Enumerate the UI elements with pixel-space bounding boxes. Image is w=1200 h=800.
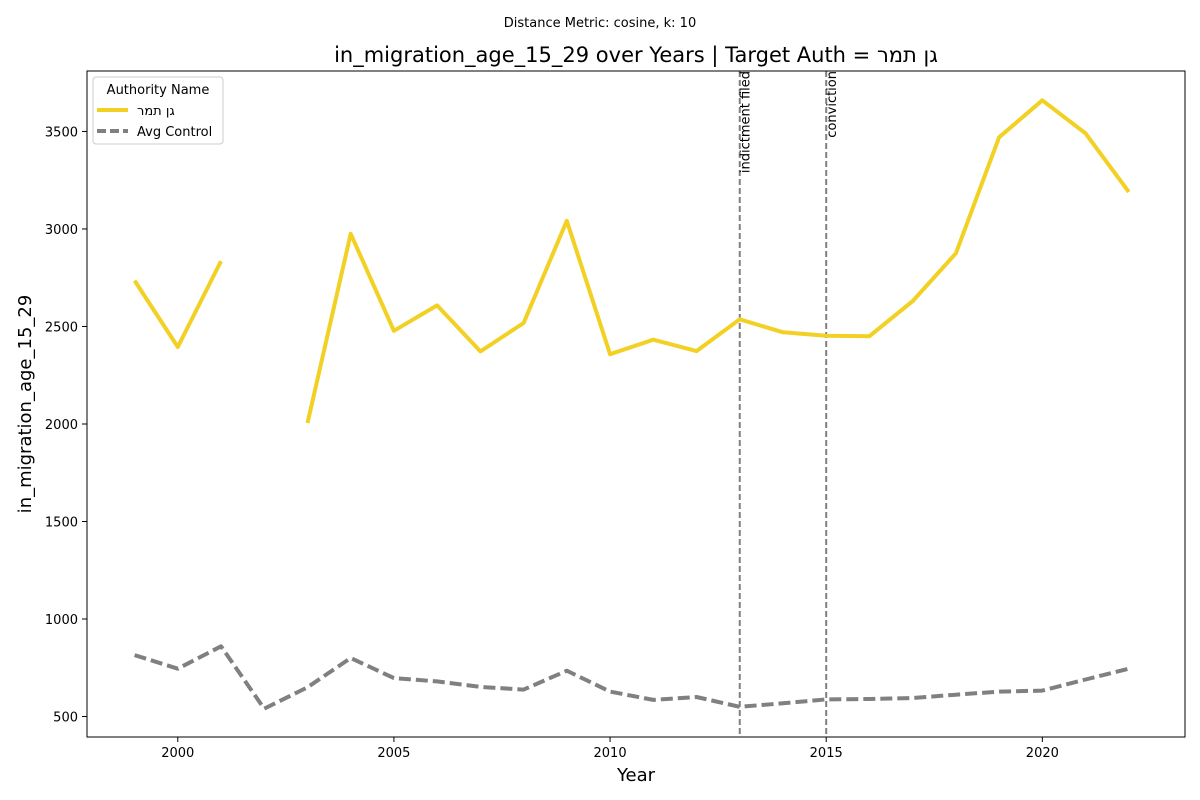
x-tick-label: 2020 xyxy=(1026,746,1059,761)
event-label: conviction xyxy=(825,71,840,138)
legend-box xyxy=(92,76,224,145)
y-tick-label: 1500 xyxy=(45,516,78,531)
plot-frame xyxy=(86,70,1186,738)
x-tick-label: 2000 xyxy=(161,746,194,761)
x-axis: 2000 2005 2010 2015 2020 xyxy=(161,737,1059,761)
series-line-avg-control xyxy=(133,644,1130,711)
series-line-target xyxy=(132,260,223,349)
x-axis-title: Year xyxy=(616,765,656,786)
x-tick-label: 2005 xyxy=(377,746,410,761)
legend-label-target: גן תמר xyxy=(137,104,175,119)
series-line-target xyxy=(305,98,1131,424)
chart-title: in_migration_age_15_29 over Years | Targ… xyxy=(334,43,938,68)
chart-suptitle: Distance Metric: cosine, k: 10 xyxy=(504,16,696,31)
y-tick-label: 500 xyxy=(53,711,78,726)
y-tick-label: 1000 xyxy=(45,613,78,628)
x-tick-label: 2010 xyxy=(594,746,627,761)
legend-label-avg-control: Avg Control xyxy=(137,125,212,140)
y-axis-title: in_migration_age_15_29 xyxy=(15,295,36,514)
y-tick-label: 2000 xyxy=(45,418,78,433)
plot-area: indictment filed conviction xyxy=(132,71,1131,737)
legend: Authority Name גן תמר Avg Control xyxy=(92,76,224,145)
y-axis: 500 1000 1500 2000 2500 3000 3500 xyxy=(45,125,87,726)
legend-title: Authority Name xyxy=(107,83,210,98)
y-tick-label: 2500 xyxy=(45,320,78,335)
x-tick-label: 2015 xyxy=(810,746,843,761)
y-tick-label: 3500 xyxy=(45,125,78,140)
event-label: indictment filed xyxy=(739,71,754,173)
y-tick-label: 3000 xyxy=(45,223,78,238)
